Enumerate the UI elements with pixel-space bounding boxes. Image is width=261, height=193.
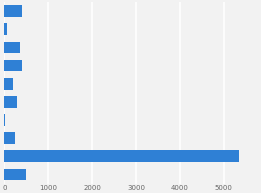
Bar — [4, 41, 20, 53]
Bar — [4, 78, 13, 90]
Bar — [4, 114, 5, 126]
Bar — [4, 5, 22, 17]
Bar — [4, 60, 22, 71]
Bar — [4, 132, 15, 144]
Bar — [4, 150, 239, 162]
Bar — [4, 23, 7, 35]
Bar — [4, 168, 26, 180]
Bar — [4, 96, 17, 108]
